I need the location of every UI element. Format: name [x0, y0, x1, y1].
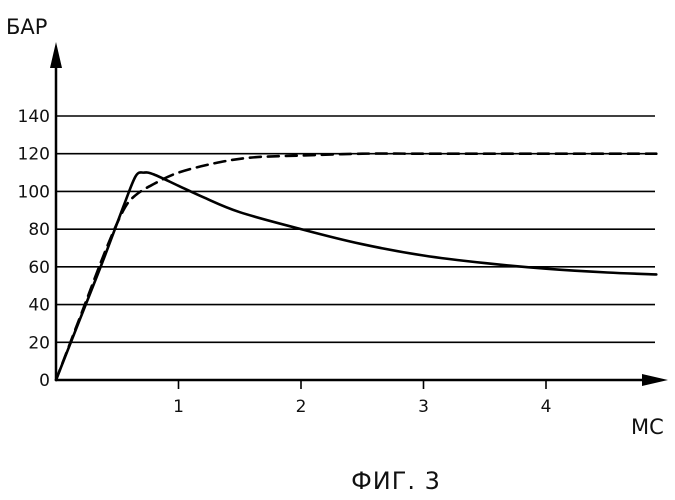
y-axis-title: БАР [6, 15, 47, 39]
x-axis-arrow-icon [642, 374, 668, 386]
x-tick-label: 3 [418, 397, 429, 417]
figure-caption: ФИГ. 3 [351, 467, 441, 495]
x-tick-label: 1 [173, 397, 184, 417]
y-axis-arrow-icon [50, 42, 62, 68]
y-tick-label: 0 [39, 371, 50, 391]
x-axis-title: МС [631, 415, 664, 439]
x-tick-label: 4 [541, 397, 552, 417]
y-tick-label: 140 [18, 107, 50, 127]
y-tick-label: 120 [18, 145, 50, 165]
y-tick-label: 40 [28, 296, 50, 316]
y-tick-label: 100 [18, 182, 50, 202]
x-tick-label: 2 [296, 397, 307, 417]
axes [50, 42, 668, 386]
grid-lines [56, 116, 655, 342]
y-tick-label: 80 [28, 220, 50, 240]
y-tick-label: 60 [28, 258, 50, 278]
y-tick-label: 20 [28, 333, 50, 353]
series-line-solid [56, 172, 656, 380]
